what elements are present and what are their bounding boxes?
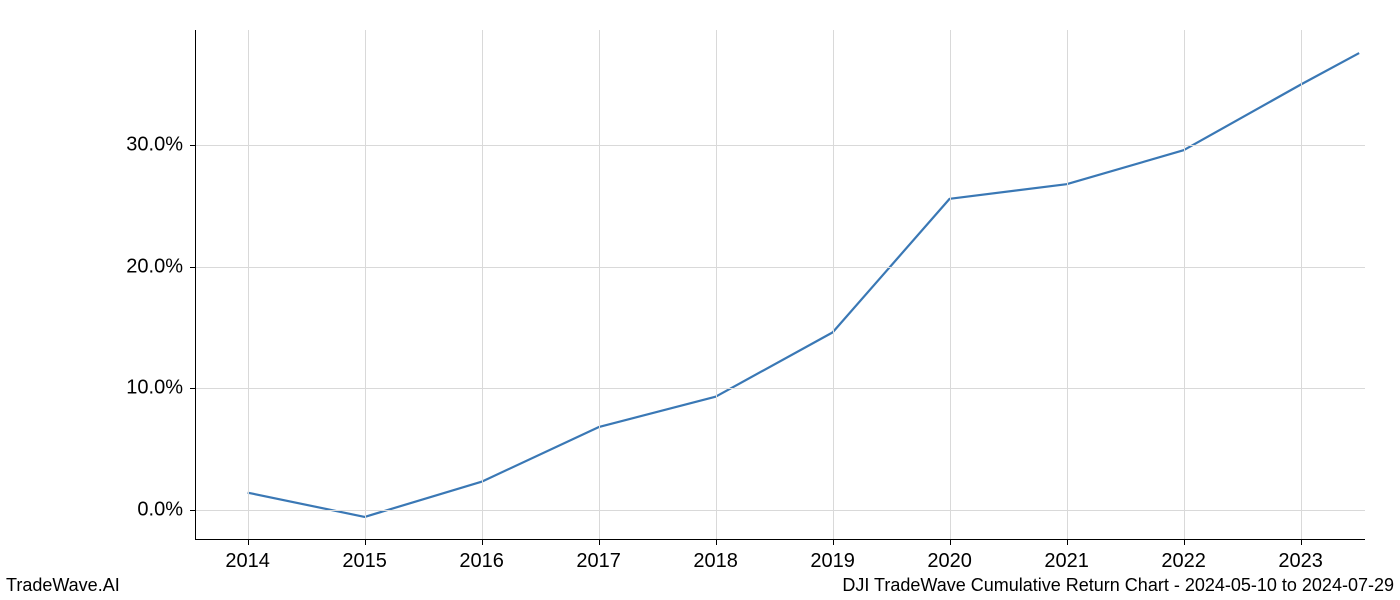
y-tick-label: 10.0% (126, 377, 183, 400)
y-axis-spine (195, 30, 196, 540)
y-tick-label: 20.0% (126, 255, 183, 278)
x-tick (1067, 540, 1068, 545)
x-axis-spine (195, 539, 1365, 540)
x-tick-label: 2023 (1278, 550, 1323, 573)
x-tick-label: 2020 (927, 550, 972, 573)
grid-line-x (716, 30, 717, 540)
x-tick (482, 540, 483, 545)
grid-line-x (1301, 30, 1302, 540)
grid-line-y (195, 388, 1365, 389)
y-tick-label: 0.0% (137, 498, 183, 521)
grid-line-x (599, 30, 600, 540)
x-tick (950, 540, 951, 545)
footer-right-label: DJI TradeWave Cumulative Return Chart - … (842, 575, 1394, 596)
grid-line-x (950, 30, 951, 540)
x-tick (599, 540, 600, 545)
line-series (195, 30, 1365, 540)
grid-line-x (833, 30, 834, 540)
grid-line-x (1067, 30, 1068, 540)
x-tick-label: 2017 (576, 550, 621, 573)
grid-line-x (248, 30, 249, 540)
grid-line-x (1184, 30, 1185, 540)
x-tick-label: 2022 (1161, 550, 1206, 573)
footer-left-label: TradeWave.AI (6, 575, 120, 596)
x-tick-label: 2018 (693, 550, 738, 573)
chart-container: TradeWave.AI DJI TradeWave Cumulative Re… (0, 0, 1400, 600)
x-tick-label: 2015 (342, 550, 387, 573)
grid-line-y (195, 510, 1365, 511)
x-tick (1301, 540, 1302, 545)
grid-line-y (195, 267, 1365, 268)
x-tick (1184, 540, 1185, 545)
y-tick-label: 30.0% (126, 134, 183, 157)
x-tick (365, 540, 366, 545)
x-tick-label: 2016 (459, 550, 504, 573)
grid-line-y (195, 145, 1365, 146)
plot-area (195, 30, 1365, 540)
x-tick-label: 2019 (810, 550, 855, 573)
grid-line-x (365, 30, 366, 540)
x-tick (833, 540, 834, 545)
grid-line-x (482, 30, 483, 540)
x-tick (716, 540, 717, 545)
x-tick-label: 2014 (225, 550, 270, 573)
x-tick (248, 540, 249, 545)
x-tick-label: 2021 (1044, 550, 1089, 573)
